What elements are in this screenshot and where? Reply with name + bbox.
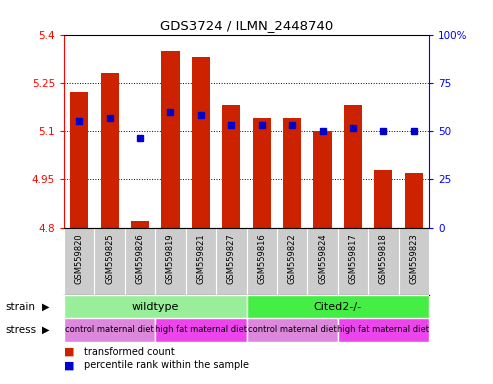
Bar xyxy=(374,170,392,228)
Text: GSM559826: GSM559826 xyxy=(136,233,144,284)
Bar xyxy=(131,221,149,228)
Text: ▶: ▶ xyxy=(42,302,49,312)
Text: wildtype: wildtype xyxy=(132,302,179,312)
Title: GDS3724 / ILMN_2448740: GDS3724 / ILMN_2448740 xyxy=(160,19,333,32)
Bar xyxy=(246,318,338,341)
Text: Cited2-/-: Cited2-/- xyxy=(314,302,362,312)
Text: ■: ■ xyxy=(64,347,74,357)
Text: percentile rank within the sample: percentile rank within the sample xyxy=(84,361,249,371)
Bar xyxy=(192,57,210,228)
Bar xyxy=(222,105,241,228)
Bar xyxy=(338,318,429,341)
Bar xyxy=(64,295,246,318)
Text: GSM559818: GSM559818 xyxy=(379,233,388,284)
Text: GSM559820: GSM559820 xyxy=(75,233,84,284)
Text: ▶: ▶ xyxy=(42,325,49,335)
Text: GSM559824: GSM559824 xyxy=(318,233,327,284)
Bar xyxy=(246,295,429,318)
Text: GSM559817: GSM559817 xyxy=(349,233,357,284)
Text: strain: strain xyxy=(5,302,35,312)
Bar xyxy=(161,51,179,228)
Text: high fat maternal diet: high fat maternal diet xyxy=(337,326,429,334)
Bar xyxy=(155,318,246,341)
Text: GSM559823: GSM559823 xyxy=(409,233,418,284)
Bar xyxy=(283,118,301,228)
Text: GSM559821: GSM559821 xyxy=(196,233,206,284)
Bar xyxy=(70,93,88,228)
Text: GSM559822: GSM559822 xyxy=(287,233,297,284)
Bar xyxy=(344,105,362,228)
Text: stress: stress xyxy=(5,325,36,335)
Bar xyxy=(64,318,155,341)
Text: control maternal diet: control maternal diet xyxy=(247,326,337,334)
Text: GSM559819: GSM559819 xyxy=(166,233,175,284)
Bar xyxy=(252,118,271,228)
Text: ■: ■ xyxy=(64,361,74,371)
Bar xyxy=(314,131,332,228)
Bar xyxy=(405,173,423,228)
Text: GSM559827: GSM559827 xyxy=(227,233,236,284)
Text: GSM559825: GSM559825 xyxy=(105,233,114,284)
Text: GSM559816: GSM559816 xyxy=(257,233,266,284)
Bar xyxy=(101,73,119,228)
Text: transformed count: transformed count xyxy=(84,347,175,357)
Text: high fat maternal diet: high fat maternal diet xyxy=(155,326,247,334)
Text: control maternal diet: control maternal diet xyxy=(65,326,154,334)
